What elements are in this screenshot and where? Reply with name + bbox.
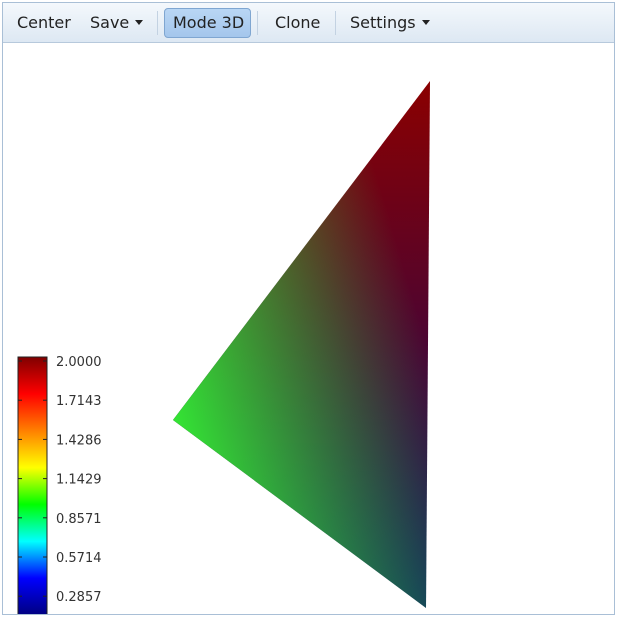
colorbar-gradient bbox=[17, 356, 48, 614]
center-button[interactable]: Center bbox=[9, 8, 79, 38]
save-button-label: Save bbox=[90, 13, 130, 32]
viewer-window: Center Save Mode 3D Clone Settings bbox=[2, 2, 615, 615]
color-legend: 2.0000 1.7143 1.4286 1.1429 0.8571 0.5714 0.28… bbox=[17, 355, 102, 614]
center-button-label: Center bbox=[17, 13, 71, 32]
chevron-down-icon bbox=[135, 20, 144, 25]
mode-3d-button[interactable]: Mode 3D bbox=[164, 8, 251, 38]
toolbar-separator bbox=[257, 11, 258, 35]
settings-button-label: Settings bbox=[350, 13, 416, 32]
clone-button-label: Clone bbox=[275, 13, 321, 32]
toolbar: Center Save Mode 3D Clone Settings bbox=[3, 3, 614, 43]
colorbar-tick-label: 1.4286 bbox=[56, 433, 102, 448]
settings-dropdown-button[interactable]: Settings bbox=[342, 8, 438, 38]
colorbar-tick-label: 2.0000 bbox=[56, 355, 102, 370]
colorbar-tick-label: 0.5714 bbox=[56, 551, 102, 566]
toolbar-separator bbox=[157, 11, 158, 35]
clone-button[interactable]: Clone bbox=[267, 8, 328, 38]
colored-triangle-mesh bbox=[173, 81, 430, 608]
render-viewport[interactable]: 2.0000 1.7143 1.4286 1.1429 0.8571 0.5714 0.28… bbox=[3, 44, 614, 614]
colorbar-tick-label: 0.2857 bbox=[56, 590, 102, 605]
mode-3d-button-label: Mode 3D bbox=[173, 13, 245, 32]
colorbar-tick-label: 1.1429 bbox=[56, 473, 102, 488]
scene-canvas[interactable]: 2.0000 1.7143 1.4286 1.1429 0.8571 0.5714 0.28… bbox=[3, 44, 614, 614]
chevron-down-icon bbox=[421, 20, 430, 25]
triangle-overlay-shading bbox=[173, 81, 430, 608]
toolbar-separator bbox=[335, 11, 336, 35]
colorbar-tick-label: 0.8571 bbox=[56, 512, 102, 527]
colorbar-tick-label: 1.7143 bbox=[56, 394, 102, 409]
save-dropdown-button[interactable]: Save bbox=[82, 8, 151, 38]
